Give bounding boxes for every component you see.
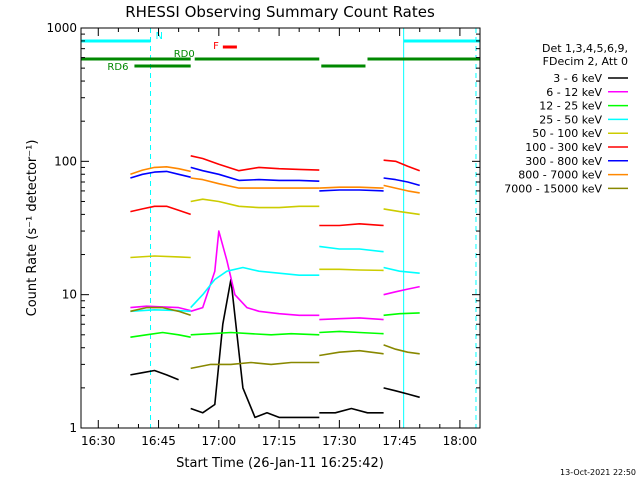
series-line-2-3 [383,312,420,317]
series-line-1-1 [190,230,320,317]
series-line-8-0 [130,306,191,317]
plot-frame [80,27,481,429]
legend-header-0: Det 1,3,4,5,6,9, [542,42,628,55]
legend-label-6: 300 - 800 keV [525,155,602,168]
legend-label-5: 100 - 300 keV [525,141,602,154]
y-tick-label-0: 1 [69,421,77,435]
series-line-6-3 [383,177,420,187]
series-line-7-1 [190,177,320,189]
series-line-8-2 [319,349,384,357]
series-line-4-2 [319,268,384,272]
series-line-7-3 [383,184,420,194]
y-axis-label: Count Rate (s⁻¹ detector⁻¹) [25,140,40,317]
legend-label-0: 3 - 6 keV [553,72,602,85]
vertical-markers [80,28,477,428]
series-line-2-2 [319,330,384,335]
series-line-3-2 [319,245,384,253]
legend-label-4: 50 - 100 keV [532,127,602,140]
series-line-5-3 [383,159,420,172]
series-line-7-2 [319,186,384,189]
series-line-5-2 [319,223,384,227]
annotation-label-2: RD6 [107,62,128,73]
chart-title: RHESSI Observing Summary Count Rates [125,3,435,21]
y-axis-ticks: 1 10 100 1000 [46,21,480,435]
series-line-0-2 [319,407,384,414]
series-line-7-0 [130,166,191,176]
series-1 [130,230,420,321]
x-axis-ticks: 16:30 16:45 17:00 17:15 17:30 17:45 18:00 [81,28,477,448]
x-tick-label-0: 16:30 [81,434,116,448]
legend-label-8: 7000 - 15000 keV [504,182,602,195]
x-tick-label-6: 18:00 [443,434,478,448]
annotation-label-1: RD0 [174,49,195,60]
series-5 [130,155,420,227]
series-8 [130,306,420,370]
y-tick-label-2: 100 [54,154,77,168]
series-line-1-2 [319,317,384,321]
series-line-8-1 [190,361,320,370]
series-line-0-0 [130,369,179,381]
series-7 [130,166,420,194]
x-tick-label-3: 17:15 [262,434,297,448]
series-line-1-3 [383,285,420,296]
series-line-5-0 [130,205,191,216]
y-tick-label-3: 1000 [46,21,77,35]
legend-label-3: 25 - 50 keV [539,113,602,126]
x-axis-label: Start Time (26-Jan-11 16:25:42) [176,456,384,471]
series-line-2-0 [130,331,191,338]
annotation-label-0: N [156,31,163,42]
footer-date: 13-Oct-2021 22:50 [560,468,636,477]
series-4 [130,198,420,272]
legend-label-7: 800 - 7000 keV [518,169,602,182]
series-layer [130,155,420,419]
series-line-3-0 [130,308,191,313]
series-line-4-3 [383,208,420,216]
x-tick-label-1: 16:45 [141,434,176,448]
series-6 [130,166,420,192]
series-line-0-3 [383,387,420,399]
legend-label-2: 12 - 25 keV [539,100,602,113]
x-tick-label-4: 17:30 [322,434,357,448]
series-line-5-1 [190,155,320,172]
legend: Det 1,3,4,5,6,9,FDecim 2, Att 0 3 - 6 keV… [504,42,628,195]
series-line-2-1 [190,331,320,336]
y-tick-label-1: 10 [62,288,77,302]
x-tick-label-5: 17:45 [382,434,417,448]
series-line-0-1 [190,278,320,419]
series-line-6-0 [130,170,191,179]
series-2 [130,312,420,338]
annotation-label-3: F [213,41,219,52]
series-line-4-1 [190,198,320,209]
series-0 [130,278,420,419]
series-line-6-1 [190,166,320,182]
series-line-8-3 [383,344,420,355]
x-tick-label-2: 17:00 [202,434,237,448]
series-3 [130,245,420,313]
annotation-bars: N RD0 RD6 F [81,31,480,73]
series-line-3-3 [383,266,420,274]
legend-label-1: 6 - 12 keV [546,86,602,99]
legend-header-1: FDecim 2, Att 0 [543,55,628,68]
series-line-4-0 [130,255,191,259]
series-line-3-1 [190,266,320,309]
series-line-6-2 [319,189,384,192]
